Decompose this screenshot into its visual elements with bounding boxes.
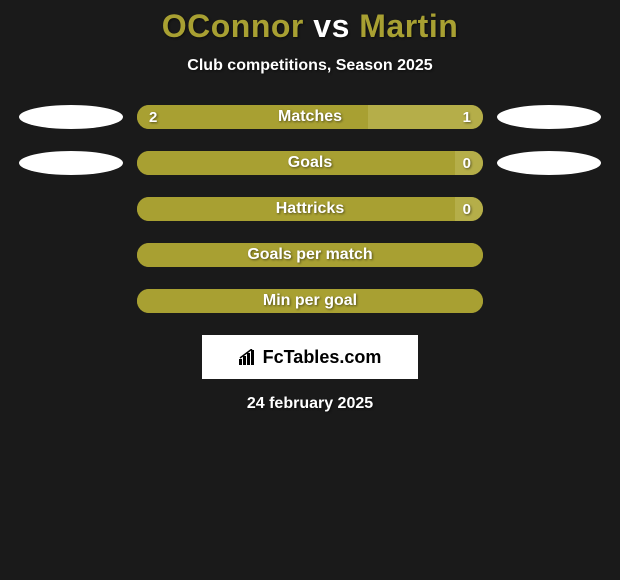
left-oval — [19, 105, 123, 129]
stat-bar: Goals0 — [137, 151, 483, 175]
stat-label: Hattricks — [137, 197, 483, 221]
stat-right-value: 0 — [463, 151, 471, 175]
date-text: 24 february 2025 — [0, 395, 620, 413]
stat-right-value: 1 — [463, 105, 471, 129]
vs-text: vs — [304, 8, 359, 44]
stat-label: Min per goal — [137, 289, 483, 313]
stat-label: Goals — [137, 151, 483, 175]
stat-row: Hattricks0 — [0, 197, 620, 221]
subtitle: Club competitions, Season 2025 — [0, 57, 620, 75]
chart-bars-icon — [239, 349, 259, 365]
stat-label: Goals per match — [137, 243, 483, 267]
stat-bar: 2Matches1 — [137, 105, 483, 129]
right-oval — [497, 151, 601, 175]
player-right-name: Martin — [359, 8, 458, 44]
brand-label: FcTables.com — [263, 347, 382, 368]
stat-label: Matches — [137, 105, 483, 129]
player-left-name: OConnor — [162, 8, 304, 44]
stat-row: Goals per match — [0, 243, 620, 267]
stat-row: 2Matches1 — [0, 105, 620, 129]
right-oval — [497, 105, 601, 129]
stat-row: Goals0 — [0, 151, 620, 175]
brand-text: FcTables.com — [239, 347, 382, 368]
page-title: OConnor vs Martin — [0, 0, 620, 45]
stats-rows: 2Matches1Goals0Hattricks0Goals per match… — [0, 105, 620, 313]
stat-right-value: 0 — [463, 197, 471, 221]
brand-box: FcTables.com — [202, 335, 418, 379]
stat-bar: Min per goal — [137, 289, 483, 313]
stat-bar: Goals per match — [137, 243, 483, 267]
left-oval — [19, 151, 123, 175]
stat-bar: Hattricks0 — [137, 197, 483, 221]
stat-row: Min per goal — [0, 289, 620, 313]
